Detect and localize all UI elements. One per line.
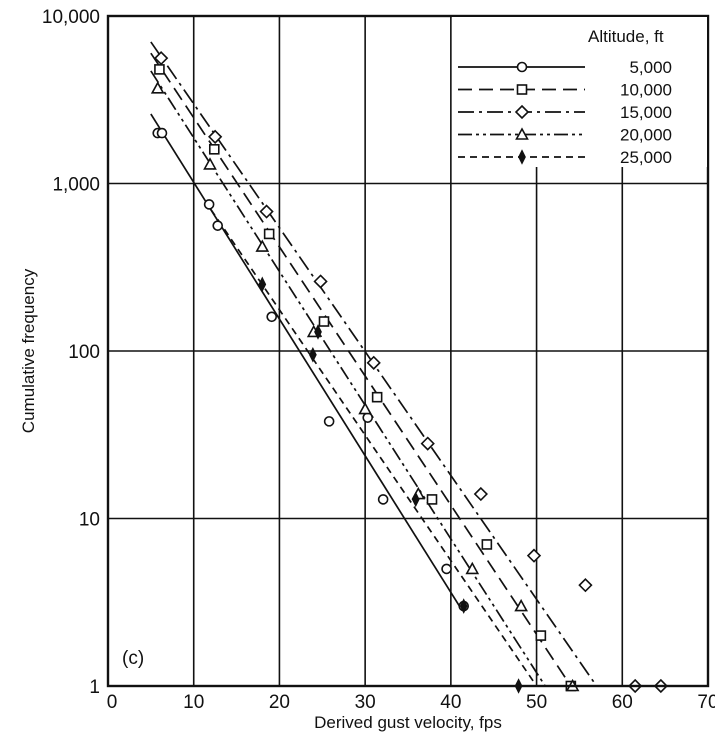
data-point-2 — [578, 578, 593, 593]
data-point-3 — [514, 598, 528, 612]
data-point-3 — [358, 401, 372, 415]
legend-label: 20,000 — [620, 126, 672, 145]
legend-label: 10,000 — [620, 81, 672, 100]
data-point-0 — [156, 127, 168, 139]
legend-entries: 5,000 10,000 15,000 20,000 25,000 — [458, 58, 672, 167]
y-tick-label: 10 — [79, 510, 100, 531]
y-axis-label: Cumulative frequency — [19, 268, 38, 433]
data-point-1 — [481, 539, 493, 550]
fit-line-4 — [210, 208, 538, 687]
x-axis-label: Derived gust velocity, fps — [314, 713, 502, 732]
data-point-1 — [154, 64, 165, 75]
data-point-2 — [259, 204, 274, 219]
x-tick-label: 0 — [107, 692, 118, 713]
data-point-2 — [366, 355, 381, 370]
legend-label: 5,000 — [629, 58, 672, 77]
data-point-3 — [465, 561, 480, 575]
data-point-1 — [263, 228, 275, 240]
legend-label: 15,000 — [620, 103, 672, 122]
data-point-0 — [441, 563, 452, 575]
data-point-0 — [377, 494, 389, 505]
legend-marker — [516, 61, 528, 73]
legend-marker — [515, 127, 529, 140]
data-point-0 — [323, 416, 335, 427]
y-tick-label: 100 — [68, 342, 100, 363]
data-point-1 — [371, 391, 383, 403]
data-point-0 — [212, 220, 224, 231]
legend-marker — [516, 84, 528, 95]
data-point-2 — [208, 129, 223, 144]
x-tick-label: 10 — [183, 692, 204, 713]
plot-frame — [106, 14, 710, 688]
legend-marker — [514, 104, 530, 120]
fit-line-0 — [150, 113, 461, 607]
legend-label: 25,000 — [620, 148, 672, 167]
data-point-2 — [420, 436, 435, 451]
data-point-3 — [203, 157, 217, 170]
x-tick-label: 20 — [269, 692, 290, 713]
legend-marker — [518, 149, 526, 165]
legend: Altitude, ft 5,000 10,000 15,000 20,000 25,0… — [452, 17, 707, 167]
data-point-4 — [258, 276, 267, 293]
data-point-4 — [314, 324, 322, 340]
y-tick-labels: 1 10 100 1,000 10,000 — [42, 7, 100, 698]
grid-lines — [108, 16, 708, 686]
data-point-0 — [203, 199, 215, 210]
data-point-0 — [266, 311, 278, 323]
data-markers — [150, 51, 668, 694]
data-point-2 — [473, 486, 488, 502]
fit-lines — [150, 41, 598, 687]
data-point-4 — [308, 346, 317, 363]
data-point-2 — [154, 51, 169, 66]
fit-line-3 — [150, 70, 546, 687]
data-point-4 — [459, 598, 468, 614]
y-tick-label: 1,000 — [52, 175, 100, 196]
data-point-2 — [526, 548, 542, 563]
legend-title: Altitude, ft — [588, 27, 664, 46]
data-point-2 — [313, 274, 328, 289]
x-tick-label: 60 — [612, 692, 633, 713]
data-point-1 — [208, 144, 220, 155]
data-point-1 — [535, 630, 547, 641]
data-point-1 — [318, 316, 330, 327]
x-tick-label: 50 — [526, 692, 547, 713]
y-tick-label: 1 — [89, 677, 100, 698]
data-point-1 — [426, 494, 438, 505]
data-point-3 — [255, 239, 270, 252]
data-point-0 — [362, 412, 374, 423]
x-tick-label: 40 — [440, 692, 461, 713]
panel-label: (c) — [122, 648, 144, 669]
x-tick-label: 30 — [355, 692, 376, 713]
data-point-3 — [150, 81, 165, 94]
data-point-4 — [411, 491, 420, 508]
x-tick-labels: 0 10 20 30 40 50 60 70 — [107, 692, 715, 713]
x-tick-label: 70 — [697, 692, 715, 713]
y-tick-label: 10,000 — [42, 7, 100, 28]
fit-line-1 — [150, 52, 572, 687]
legend-box — [452, 17, 707, 167]
